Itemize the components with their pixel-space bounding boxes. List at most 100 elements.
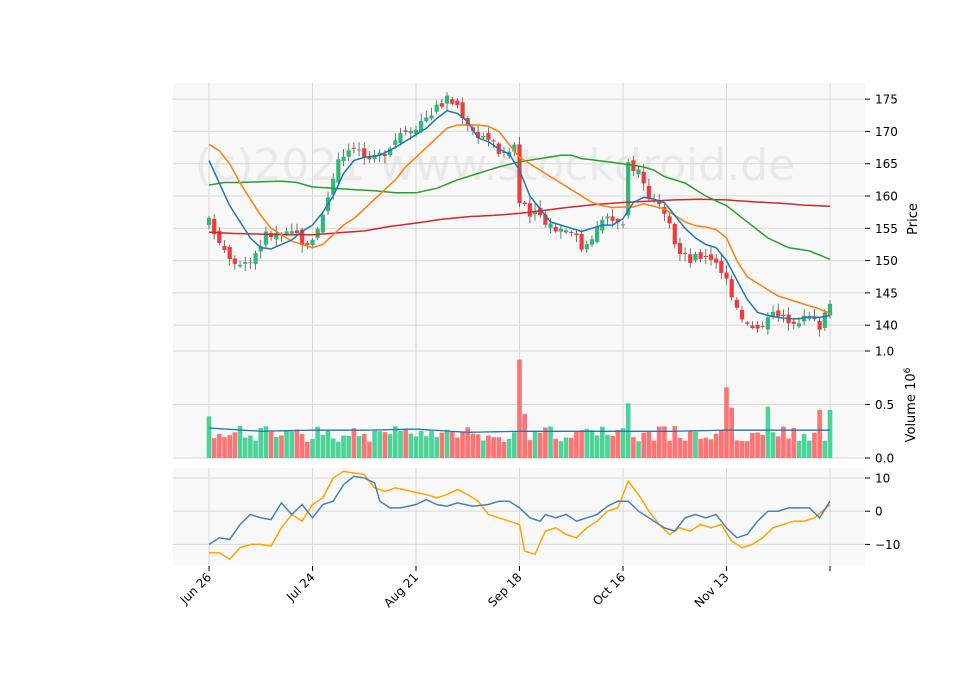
volume-bar — [651, 440, 657, 458]
volume-bar — [734, 440, 740, 458]
candle-body — [693, 254, 698, 261]
candle-body — [532, 210, 538, 215]
volume-bar — [600, 426, 605, 458]
candle-body — [232, 258, 237, 264]
candle-body — [377, 152, 382, 156]
volume-bar — [822, 440, 828, 458]
volume-bar — [284, 430, 289, 458]
candle-body — [222, 246, 227, 250]
candle-body — [346, 150, 351, 157]
candle-body — [429, 115, 434, 119]
candle-body — [476, 132, 481, 138]
volume-bar — [770, 432, 776, 458]
volume-bar — [403, 429, 408, 458]
candle-body — [300, 229, 305, 246]
volume-bar — [713, 433, 719, 458]
candle-body — [217, 230, 222, 243]
volume-bar — [253, 440, 258, 458]
volume-bar — [341, 435, 346, 458]
candle-body — [755, 324, 760, 329]
volume-bar — [429, 431, 434, 458]
volume-bar — [796, 440, 802, 458]
candle-body — [641, 171, 646, 184]
candle-body — [776, 310, 781, 317]
candle-body — [729, 279, 734, 298]
volume-bar — [325, 430, 331, 458]
volume-bar — [744, 441, 750, 458]
volume-bar — [605, 434, 610, 458]
candle-body — [439, 103, 444, 107]
volume-bar — [682, 440, 688, 458]
volume-bar — [786, 438, 791, 458]
volume-axis-label: Volume 106 — [903, 367, 919, 442]
candle-body — [589, 239, 595, 245]
volume-bar — [444, 429, 450, 458]
volume-bar — [729, 407, 734, 458]
volume-bar — [211, 438, 217, 458]
candle-body — [212, 218, 217, 235]
volume-bar — [672, 426, 678, 458]
candle-body — [367, 157, 372, 160]
volume-bar — [693, 431, 698, 458]
candle-body — [315, 228, 320, 238]
x-tick-label: Nov 13 — [692, 570, 732, 610]
volume-bar — [781, 426, 786, 458]
candle-body — [393, 140, 398, 145]
indicator-line-blue — [208, 475, 831, 546]
volume-bar — [677, 437, 683, 458]
candle-body — [760, 325, 765, 327]
candle-body — [724, 272, 729, 279]
x-tick-label: Jul 24 — [283, 570, 317, 604]
candle-body — [817, 321, 822, 330]
volume-average-line — [208, 427, 830, 433]
volume-bar — [222, 437, 227, 458]
volume-bar — [330, 438, 336, 458]
volume-bar — [646, 431, 652, 458]
candle-body — [522, 202, 527, 205]
candle-body — [574, 233, 579, 236]
volume-bar — [310, 439, 315, 458]
volume-bar — [413, 436, 419, 458]
sma-200-line — [208, 198, 831, 236]
volume-bar — [724, 387, 729, 458]
volume-bar — [449, 431, 455, 458]
volume-bar — [532, 430, 538, 458]
candle-body — [646, 185, 651, 200]
candle-body — [719, 260, 724, 273]
volume-bar — [775, 436, 781, 458]
candle-body — [688, 254, 693, 263]
candle-body — [558, 228, 563, 232]
candle-body — [517, 144, 522, 204]
candle-body — [372, 155, 377, 160]
candle-body — [827, 303, 833, 316]
candle-body — [294, 230, 300, 234]
volume-bar — [812, 432, 817, 458]
candle-body — [657, 200, 662, 205]
candle-body — [336, 159, 341, 183]
candle-body — [408, 130, 413, 134]
volume-bar — [579, 430, 584, 458]
y-tick-label: 150 — [875, 254, 898, 268]
x-tick-label: Aug 21 — [381, 570, 421, 610]
candle-body — [807, 317, 812, 320]
candle-body — [615, 219, 620, 223]
volume-bar — [206, 416, 212, 458]
candle-body — [248, 261, 253, 263]
candle-body — [698, 252, 703, 259]
candle-body — [543, 214, 548, 225]
candle-body — [486, 133, 491, 140]
volume-bar — [439, 432, 445, 458]
candle-body — [745, 322, 750, 324]
volume-axis-label-exp: 6 — [903, 367, 913, 373]
volume-bar — [517, 359, 522, 458]
volume-axis-label-base: Volume 10 — [904, 373, 919, 442]
candle-body — [481, 135, 486, 138]
volume-bar — [765, 406, 771, 458]
candle-body — [491, 140, 496, 142]
candle-body — [781, 314, 786, 316]
candle-body — [734, 299, 739, 308]
volume-bar — [237, 425, 243, 458]
volume-bar — [807, 440, 812, 458]
candle-body — [434, 104, 439, 112]
x-tick-label: Oct 16 — [590, 570, 628, 608]
